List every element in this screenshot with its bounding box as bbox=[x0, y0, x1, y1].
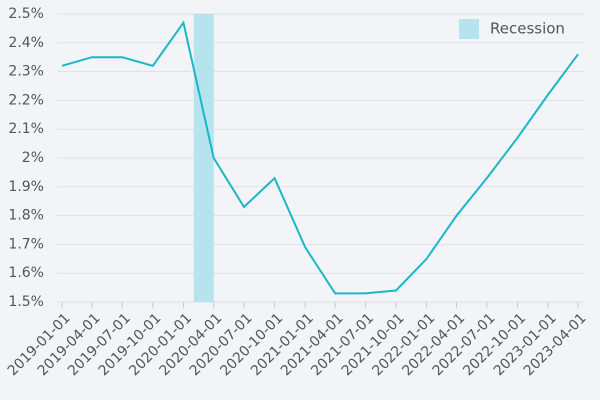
y-tick-label: 2.3% bbox=[8, 64, 44, 80]
recession-band bbox=[193, 14, 214, 302]
data-line bbox=[61, 20, 579, 295]
y-tick-label: 1.6% bbox=[8, 265, 44, 281]
y-tick-label: 2.5% bbox=[8, 6, 44, 22]
y-tick-label: 2.4% bbox=[8, 35, 44, 51]
y-tick-label: 2.1% bbox=[8, 121, 44, 137]
y-tick-label: 2% bbox=[22, 150, 44, 166]
y-tick-label: 1.8% bbox=[8, 208, 44, 224]
legend-swatch bbox=[459, 19, 479, 39]
legend-label: Recession bbox=[490, 20, 565, 38]
y-tick-label: 1.9% bbox=[8, 179, 44, 195]
y-tick-label: 1.7% bbox=[8, 236, 44, 252]
y-tick-label: 2.2% bbox=[8, 92, 44, 108]
y-tick-label: 1.5% bbox=[8, 294, 44, 310]
